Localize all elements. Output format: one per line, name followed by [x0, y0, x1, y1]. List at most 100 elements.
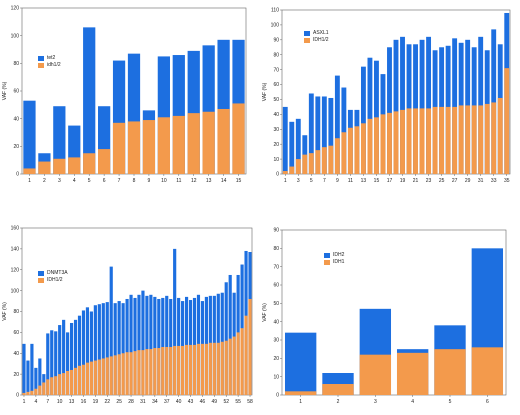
chart-panel-dnmt3a: 0 20 40 60 80 100 120 140 160 1 4 7 10 13 16 19 22 25 28 31… [0, 208, 260, 415]
bar-series-2 [101, 358, 105, 395]
bar-series-2 [196, 343, 201, 395]
bar-series-2 [77, 365, 82, 395]
y-tick-label: 40 [273, 319, 279, 325]
bar-series-2 [406, 108, 412, 174]
y-tick-label: 40 [273, 112, 279, 118]
y-tick-label: 70 [273, 67, 279, 73]
bar-series-2 [322, 384, 354, 395]
bar-series-1 [105, 302, 109, 395]
legend-swatch [38, 271, 44, 276]
x-tick-label: 21 [413, 178, 419, 184]
y-tick-label: 30 [273, 338, 279, 344]
x-tick-label: 34 [152, 399, 158, 405]
bar-series-2 [217, 108, 230, 174]
y-tick-label: 40 [13, 351, 19, 357]
bar-series-2 [125, 352, 129, 395]
y-tick-label: 20 [13, 372, 19, 378]
bar-series-1 [360, 66, 366, 174]
bar-series-2 [73, 367, 78, 395]
y-axis-label: VAF (%) [2, 81, 8, 100]
y-tick-label: 140 [11, 247, 20, 253]
y-tick-label: 80 [13, 309, 19, 315]
bar-series-2 [426, 108, 432, 174]
x-tick-label: 5 [449, 399, 452, 405]
legend-label: tet2 [47, 55, 56, 61]
plot-frame [281, 229, 507, 396]
bar-series-2 [393, 111, 399, 174]
bar-series-2 [85, 362, 90, 395]
bar-series-2 [284, 391, 317, 395]
y-tick-label: 120 [11, 267, 20, 273]
x-tick-label: 13 [206, 178, 212, 184]
bar-series-2 [26, 391, 30, 395]
bar-series-2 [202, 111, 215, 174]
bar-series-1 [341, 87, 347, 174]
bar-series-1 [289, 121, 295, 174]
x-tick-label: 8 [133, 178, 136, 184]
bar-series-2 [46, 379, 50, 395]
x-tick-label: 3 [374, 399, 377, 405]
bar-series-2 [181, 345, 185, 395]
x-tick-label: 25 [116, 399, 122, 405]
bar-series-2 [204, 343, 208, 395]
bar-series-1 [400, 36, 405, 174]
chart-panel-idh2: 0 10 20 30 40 50 60 70 80 90 1 2 3 4 5 6 VAF (%) IDH2 IDH1 [260, 208, 520, 415]
bar-series-1 [491, 29, 497, 174]
bar-series-1 [62, 319, 66, 395]
bar-series-2 [432, 106, 438, 174]
legend-swatch [38, 63, 44, 68]
bar-series-1 [308, 93, 314, 174]
bar-series-2 [129, 352, 133, 395]
bar-series-2 [93, 360, 97, 395]
bar-series-1 [117, 301, 121, 395]
bar-series-2 [360, 123, 366, 174]
x-tick-label: 25 [439, 178, 445, 184]
legend-swatch [324, 253, 330, 258]
chart-panel-asxl1: 0 10 20 30 40 50 60 70 80 90 100 110 1 3 5 7 9 11 13 15 17 19… [260, 0, 520, 200]
bar-series-1 [54, 331, 58, 395]
y-tick-label: 160 [11, 226, 20, 232]
y-tick-label: 60 [13, 330, 19, 336]
bar-series-2 [54, 376, 58, 395]
legend-entry: DNMT3A [38, 270, 68, 277]
bar-series-2 [137, 350, 141, 395]
bar-series-2 [491, 102, 497, 174]
x-tick-label: 7 [46, 399, 49, 405]
x-tick-label: 19 [93, 399, 99, 405]
chart-legend: IDH2 IDH1 [324, 252, 344, 266]
y-tick-label: 70 [273, 264, 279, 270]
x-tick-label: 1 [299, 399, 302, 405]
bar-series-1 [149, 294, 153, 395]
bar-series-2 [289, 166, 295, 174]
bar-series-2 [112, 122, 126, 174]
chart-legend: DNMT3A IDH1/2 [38, 270, 68, 284]
bar-series-2 [341, 132, 347, 174]
bar-series-2 [165, 346, 169, 395]
y-tick-label: 50 [273, 97, 279, 103]
legend-swatch [304, 38, 310, 43]
bar-series-2 [380, 114, 386, 174]
bar-series-1 [58, 325, 62, 395]
y-tick-label: 0 [276, 393, 279, 399]
bar-series-1 [157, 298, 161, 395]
bar-series-2 [400, 109, 405, 174]
bar-series-1 [22, 343, 26, 395]
x-tick-label: 1 [28, 178, 31, 184]
bar-series-2 [302, 154, 308, 174]
legend-label: IDH1 [333, 259, 345, 265]
bar-series-2 [177, 345, 181, 395]
bar-series-1 [85, 307, 90, 395]
y-axis-label: VAF (%) [2, 302, 8, 321]
bar-series-2 [50, 377, 54, 395]
x-tick-label: 6 [486, 399, 489, 405]
x-tick-label: 15 [236, 178, 242, 184]
legend-entry: tet2 [38, 55, 61, 62]
bar-series-2 [149, 349, 153, 395]
bar-series-1 [26, 360, 30, 395]
bar-series-1 [367, 57, 373, 174]
chart-svg: 0 20 40 60 80 100 120 140 160 1 4 7 10 13 16 19 22 25 28 31… [2, 226, 253, 405]
bar-series-1 [173, 248, 177, 395]
bar-series-2 [58, 374, 62, 395]
bar-series-2 [23, 168, 36, 174]
bar-series-2 [434, 349, 466, 395]
